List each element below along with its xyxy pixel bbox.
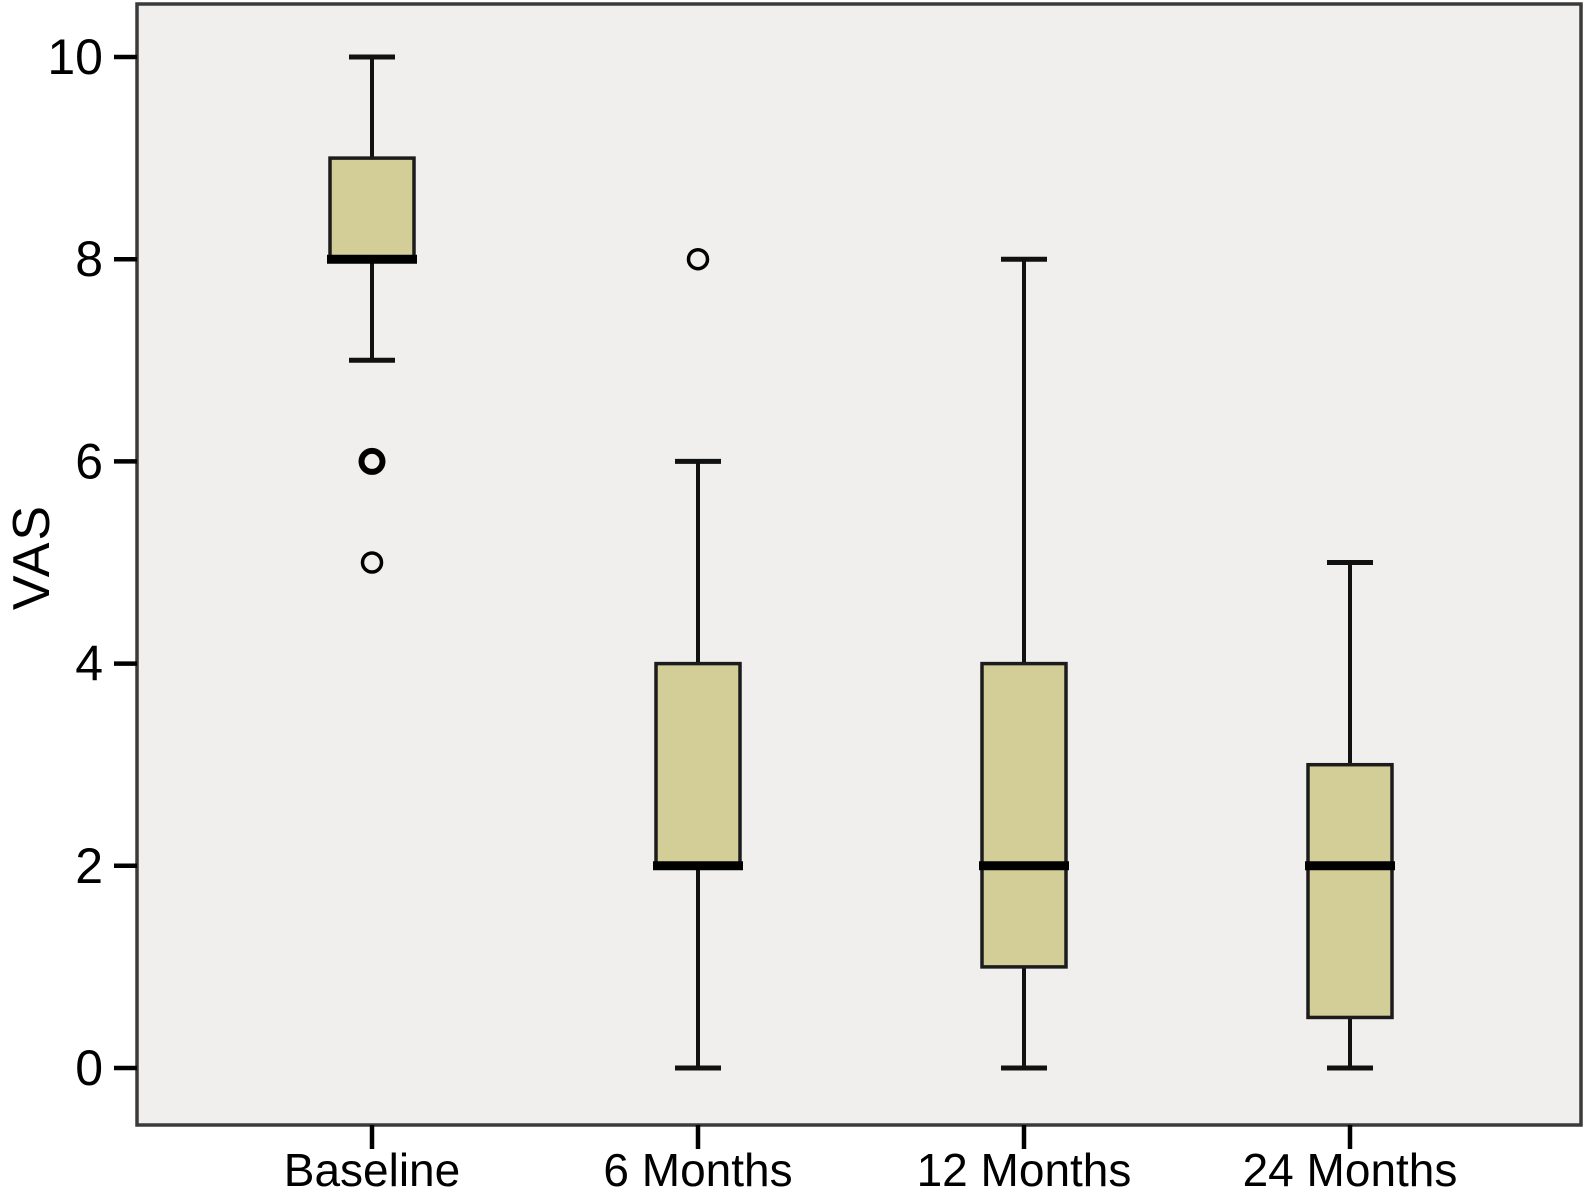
y-tick-label-4: 8	[75, 231, 103, 287]
outlier-point-baseline-0	[358, 447, 386, 475]
x-category-label-12-months: 12 Months	[917, 1144, 1132, 1196]
y-tick-label-0: 0	[75, 1040, 103, 1096]
y-tick-label-5: 10	[47, 29, 103, 85]
outlier-point-baseline-1	[360, 551, 384, 574]
y-tick-label-3: 6	[75, 433, 103, 489]
y-tick-label-2: 4	[75, 636, 103, 692]
x-category-label-24-months: 24 Months	[1243, 1144, 1458, 1196]
x-category-label-6-months: 6 Months	[603, 1144, 792, 1196]
y-tick-label-1: 2	[75, 838, 103, 894]
box-24-months	[1306, 762, 1394, 1020]
x-category-label-baseline: Baseline	[284, 1144, 460, 1196]
box-baseline	[328, 156, 416, 261]
box-6-months	[654, 661, 742, 868]
box-12-months	[980, 661, 1068, 969]
outlier-point-6-months-0	[686, 247, 710, 271]
